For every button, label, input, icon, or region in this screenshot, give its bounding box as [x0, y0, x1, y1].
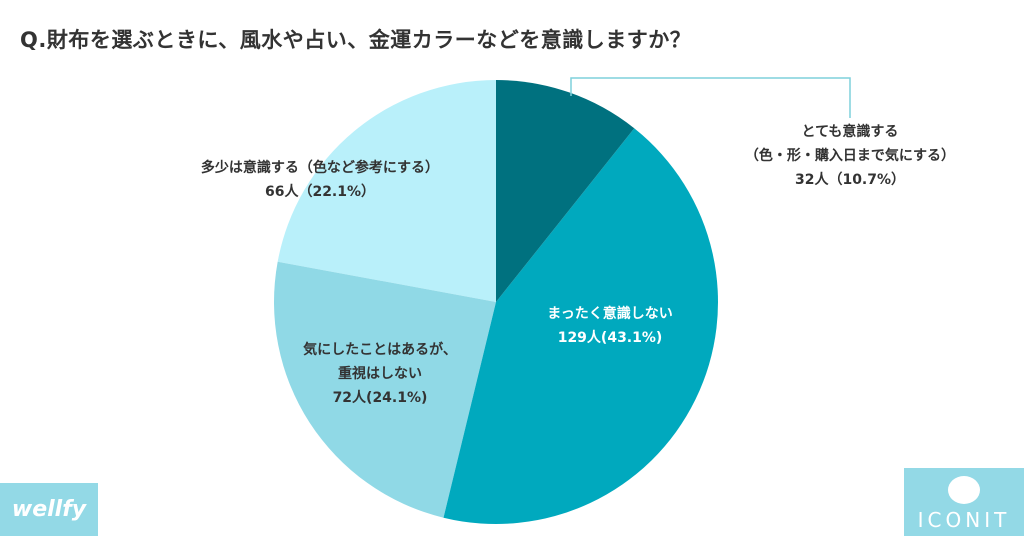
label-somewhat-minded: 気にしたことはあるが、 重視はしない 72人(24.1%)	[303, 342, 457, 406]
label-a-little: 多少は意識する（色など参考にする） 66人（22.1%）	[200, 160, 440, 200]
chart-title: Q.財布を選ぶときに、風水や占い、金運カラーなどを意識しますか？	[20, 28, 692, 52]
pie-slice-0	[496, 80, 635, 302]
wellfy-logo: wellfy	[0, 483, 98, 536]
pie-slice-3	[277, 80, 496, 302]
pie-slice-2	[274, 261, 496, 518]
label-very-conscious: とても意識する （色・形・購入日まで気にする） 32人（10.7%）	[744, 124, 956, 188]
sheep-icon	[948, 476, 980, 504]
iconit-logo: ICONIT	[904, 468, 1024, 536]
label-not-at-all: まったく意識しない 129人(43.1%)	[547, 306, 673, 346]
callout-line	[570, 77, 851, 118]
pie-slice-1	[443, 128, 719, 525]
